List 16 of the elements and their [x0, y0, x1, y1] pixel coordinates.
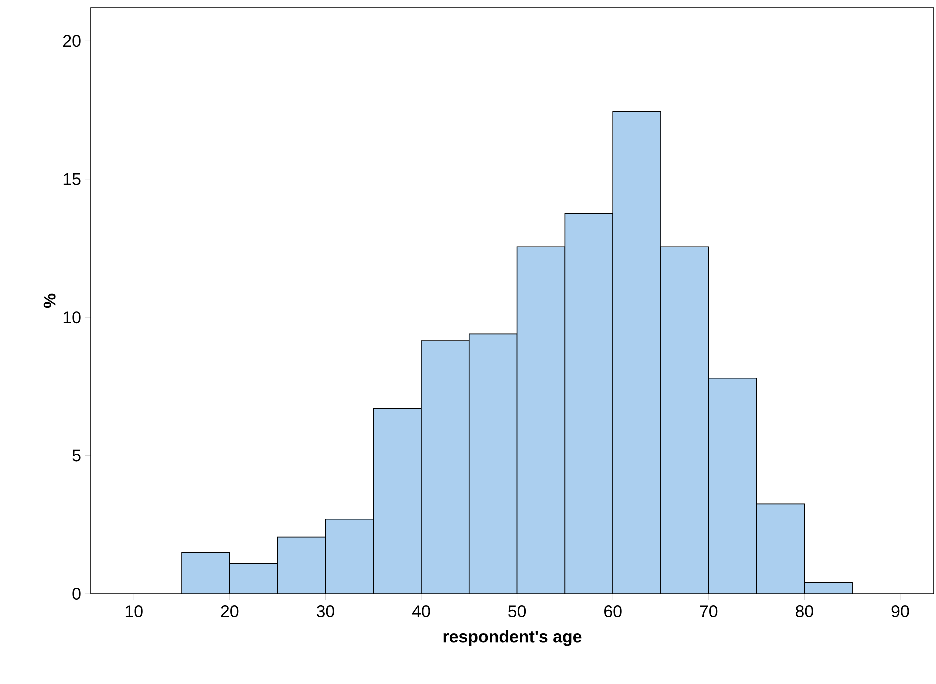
y-axis-title: %	[44, 294, 56, 308]
y-tick-label: 10	[64, 312, 81, 324]
x-tick-label: 90	[892, 606, 910, 618]
x-tick-label: 20	[221, 606, 239, 618]
y-tick-label: 5	[72, 450, 81, 462]
x-tick-label: 80	[796, 606, 814, 618]
x-tick-label: 30	[316, 606, 334, 618]
x-tick-label: 10	[126, 606, 143, 618]
y-tick-label: 15	[64, 173, 81, 186]
x-tick-label: 40	[412, 606, 430, 618]
x-tick-label: 60	[604, 606, 622, 618]
x-tick-label: 50	[508, 606, 526, 618]
x-tick-label: 70	[700, 606, 718, 618]
y-tick-label: 20	[64, 35, 81, 48]
y-tick-label: 0	[72, 588, 81, 600]
x-axis-title: respondent's age	[444, 630, 582, 646]
